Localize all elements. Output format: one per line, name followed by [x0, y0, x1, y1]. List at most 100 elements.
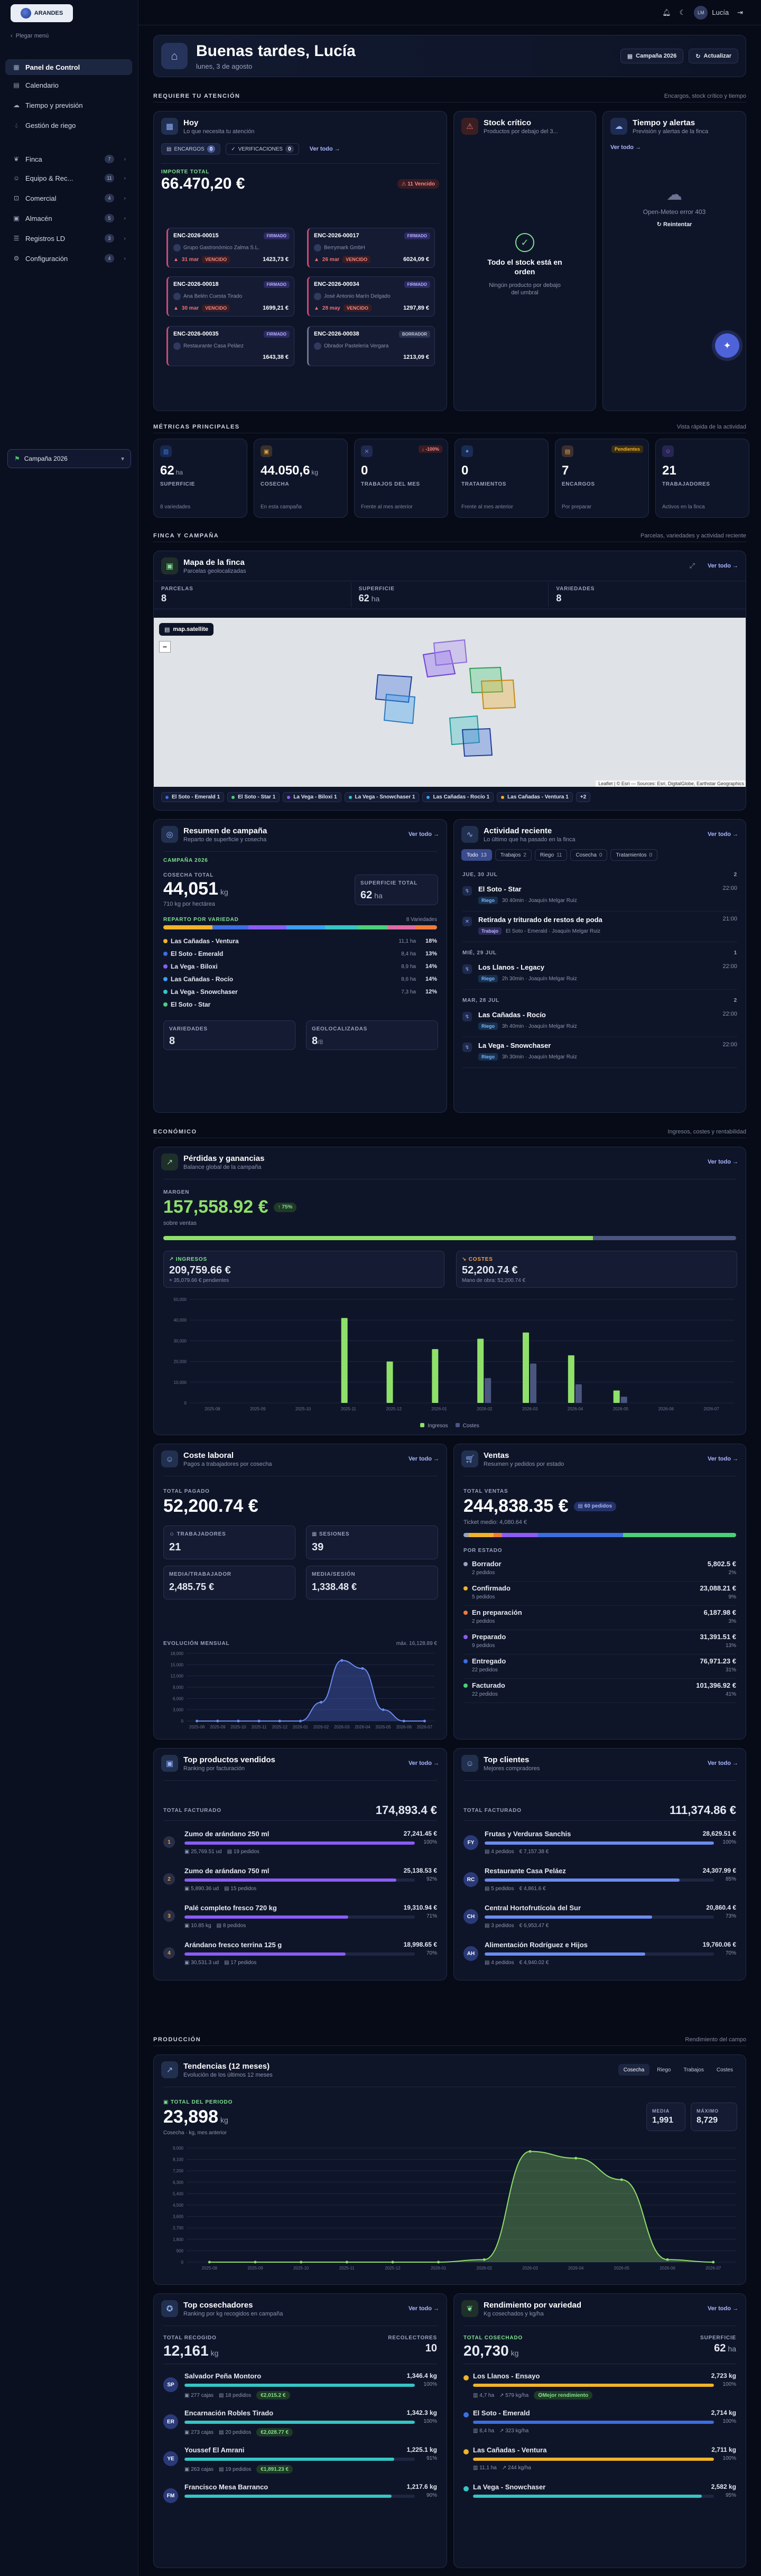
order-card[interactable]: ENC-2026-00035 FIRMADO Restaurante Casa Pe…: [166, 326, 294, 366]
see-all-link[interactable]: Ver todo →: [707, 563, 738, 569]
variety-yield-row[interactable]: Las Cañadas - Ventura 2,711 kg 100% ▥ 11,1 …: [454, 2442, 746, 2479]
logout-icon[interactable]: ⇥: [737, 8, 743, 16]
zoom-out-button[interactable]: −: [159, 641, 171, 653]
theme-toggle-icon[interactable]: ☾: [679, 8, 686, 16]
picker-row[interactable]: SP Salvador Peña Montoro 1,346.4 kg 100% ▣ 2…: [154, 2368, 447, 2405]
client-row[interactable]: AH Alimentación Rodríguez e Hijos 19,760.0…: [454, 1937, 746, 1974]
product-row[interactable]: 2 Zumo de arándano 750 ml 25,138.53 € 92% ▣ …: [154, 1863, 447, 1900]
parcel-chip[interactable]: El Soto - Emerald 1: [161, 792, 225, 802]
kpi-card[interactable]: ✕ ↓ -100% 0 TRABAJOS DEL MES Frente al mes a…: [354, 439, 448, 518]
activity-item[interactable]: ↯ Los Llanos - Legacy 22:00 Riego 2h 30min ·…: [462, 960, 737, 990]
see-all-link[interactable]: Ver todo →: [707, 1760, 738, 1766]
assistant-fab-button[interactable]: ✦: [715, 333, 739, 358]
tab-verifications[interactable]: ✓ VERIFICACIONES 0: [226, 143, 299, 155]
sidebar-item-5[interactable]: ❦ Finca 7 ›: [5, 151, 132, 167]
see-all-link[interactable]: Ver todo →: [707, 1456, 738, 1462]
client-row[interactable]: CH Central Hortofrutícola del Sur 20,860.4…: [454, 1900, 746, 1937]
order-card[interactable]: ENC-2026-00017 FIRMADO Berrymark GmbH ▲ 26 m…: [307, 228, 435, 268]
see-all-link[interactable]: Ver todo →: [408, 1760, 439, 1766]
activity-tab[interactable]: Todo 13: [461, 849, 492, 861]
see-all-link[interactable]: Ver todo →: [408, 1456, 439, 1462]
kpi-card[interactable]: ☺ 21 TRABAJADORES Activos en la finca: [655, 439, 749, 518]
client-row[interactable]: FY Frutas y Verduras Sanchis 28,629.51 € 10…: [454, 1826, 746, 1863]
order-id: ENC-2026-00018: [173, 281, 219, 287]
fullscreen-icon[interactable]: ⤢: [689, 562, 695, 570]
trend-tab[interactable]: Riego: [652, 2064, 676, 2076]
parcel-shape[interactable]: [422, 649, 456, 678]
kpi-card[interactable]: ● 0 TRATAMIENTOS Frente al mes anterior: [454, 439, 549, 518]
surface-unit: ha: [374, 891, 383, 900]
kpi-card[interactable]: ▤ Pendientes 7 ENCARGOS Por preparar: [555, 439, 649, 518]
see-all-link[interactable]: Ver todo →: [309, 146, 340, 152]
parcel-chip[interactable]: La Vega - Snowchaser 1: [344, 792, 420, 802]
order-card[interactable]: ENC-2026-00015 FIRMADO Grupo Gastronómico …: [166, 228, 294, 268]
see-all-link[interactable]: Ver todo →: [707, 2305, 738, 2312]
collapse-menu-button[interactable]: ‹ Plegar menú: [11, 33, 49, 39]
parcel-chip[interactable]: El Soto - Star 1: [227, 792, 280, 802]
activity-tab[interactable]: Tratamientos 0: [610, 849, 658, 861]
sidebar-item-10[interactable]: ⚙ Configuración 4 ›: [5, 250, 132, 266]
see-all-link[interactable]: Ver todo →: [707, 1159, 738, 1165]
product-row[interactable]: 4 Arándano fresco terrina 125 g 18,998.65 …: [154, 1937, 447, 1974]
user-menu[interactable]: LM Lucía: [694, 5, 729, 20]
retry-button[interactable]: ↻ Reintentar: [603, 221, 746, 228]
client-row[interactable]: RC Restaurante Casa Peláez 24,307.99 € 85% ▤…: [454, 1863, 746, 1900]
activity-tab[interactable]: Cosecha 0: [570, 849, 608, 861]
trend-tab[interactable]: Costes: [711, 2064, 738, 2076]
activity-item[interactable]: ↯ La Vega - Snowchaser 22:00 Riego 3h 30min …: [462, 1038, 737, 1068]
variety-yield-row[interactable]: Los Llanos - Ensayo 2,723 kg 100% ▥ 4,7 ha ↗…: [454, 2368, 746, 2405]
parcel-shape[interactable]: [433, 639, 468, 666]
activity-item[interactable]: ↯ El Soto - Star 22:00 Riego 30 40min · Joaq…: [462, 882, 737, 912]
logo[interactable]: ARANDES: [11, 4, 73, 22]
parcel-chip-label: Las Cañadas - Ventura 1: [507, 794, 569, 800]
trend-tab[interactable]: Cosecha: [618, 2064, 650, 2076]
sidebar-item-6[interactable]: ☺ Equipo & Rec... 11 ›: [5, 170, 132, 186]
sidebar-item-2[interactable]: ▤ Calendario: [5, 77, 132, 93]
state-dot: [463, 1684, 468, 1688]
parcel-shape[interactable]: [480, 679, 516, 710]
refresh-button[interactable]: ↻ Actualizar: [689, 49, 738, 63]
map-layer-button[interactable]: ▤ map.satellite: [159, 623, 214, 636]
activity-tab[interactable]: Trabajos 2: [495, 849, 532, 861]
see-all-link[interactable]: Ver todo →: [707, 831, 738, 838]
picker-row[interactable]: YE Youssef El Amrani 1,225.1 kg 91% ▣ 263 ca…: [154, 2442, 447, 2479]
see-all-link[interactable]: Ver todo →: [610, 144, 642, 151]
order-card[interactable]: ENC-2026-00034 FIRMADO José Antonio Marín …: [307, 276, 435, 317]
parcel-shape[interactable]: [469, 666, 504, 694]
parcel-shape[interactable]: [461, 728, 493, 757]
sidebar-item-7[interactable]: ⊡ Comercial 4 ›: [5, 190, 132, 206]
order-card[interactable]: ENC-2026-00018 FIRMADO Ana Belén Cuesta Ti…: [166, 276, 294, 317]
season-button[interactable]: ▦ Campaña 2026: [620, 49, 684, 63]
product-row[interactable]: 1 Zumo de arándano 250 ml 27,241.45 € 100% ▣…: [154, 1826, 447, 1863]
trend-tab[interactable]: Trabajos: [678, 2064, 709, 2076]
picker-row[interactable]: ER Encarnación Robles Tirado 1,342.3 kg 100…: [154, 2405, 447, 2442]
sidebar-item-4[interactable]: 💧︎ Gestión de riego: [5, 117, 132, 133]
see-all-link[interactable]: Ver todo →: [408, 2305, 439, 2312]
tab-orders[interactable]: ▤ ENCARGOS 0: [161, 143, 221, 155]
parcel-chip[interactable]: Las Cañadas - Rocío 1: [422, 792, 494, 802]
variety-yield-row[interactable]: El Soto - Emerald 2,714 kg 100% ▥ 8,4 ha ↗ 3…: [454, 2405, 746, 2442]
map-canvas[interactable]: ▤ map.satellite − Leaflet | © Esri — Sour…: [154, 618, 746, 787]
activity-item[interactable]: ✕ Retirada y triturado de restos de poda 2…: [462, 913, 737, 942]
activity-tab[interactable]: Riego 11: [534, 849, 568, 861]
season-selector[interactable]: ⚑ Campaña 2026 ▾: [7, 449, 131, 468]
sidebar-item-9[interactable]: ☰ Registros LD 3 ›: [5, 230, 132, 246]
sidebar-item-8[interactable]: ▣ Almacén 5 ›: [5, 210, 132, 226]
kpi-card[interactable]: ▥ 62 ha SUPERFICIE 8 variedades: [153, 439, 247, 518]
activity-item[interactable]: ↯ Las Cañadas - Rocío 22:00 Riego 3h 40min ·…: [462, 1008, 737, 1037]
picker-row[interactable]: FM Francisco Mesa Barranco 1,217.6 kg 90%: [154, 2479, 447, 2516]
variety-yield-row[interactable]: La Vega - Snowchaser 2,582 kg 95%: [454, 2479, 746, 2516]
product-row[interactable]: 3 Palé completo fresco 720 kg 19,310.94 € 7…: [154, 1900, 447, 1937]
sidebar-item-3[interactable]: ☁ Tiempo y previsión: [5, 97, 132, 113]
parcel-chip[interactable]: Las Cañadas - Ventura 1: [497, 792, 573, 802]
parcel-shape[interactable]: [449, 715, 480, 746]
parcel-chip-label: El Soto - Star 1: [238, 794, 276, 800]
order-card[interactable]: ENC-2026-00038 BORRADOR Obrador Pastelería…: [307, 326, 435, 366]
sidebar-item-1[interactable]: ▦ Panel de Control: [5, 59, 132, 75]
parcel-shape[interactable]: [383, 693, 416, 724]
parcel-chip[interactable]: +2: [576, 792, 591, 802]
kpi-card[interactable]: ▣ 44.050,6 kg COSECHA En esta campaña: [254, 439, 348, 518]
see-all-link[interactable]: Ver todo →: [408, 831, 439, 838]
parcel-chip[interactable]: La Vega - Biloxi 1: [283, 792, 341, 802]
notifications-icon[interactable]: 🔔︎: [662, 8, 671, 16]
